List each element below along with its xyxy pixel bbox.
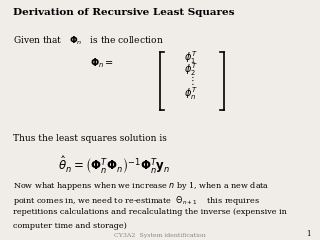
Text: CY3A2  System identification: CY3A2 System identification xyxy=(114,233,206,238)
Text: $\vdots$: $\vdots$ xyxy=(187,74,194,87)
Text: point comes in, we need to re-estimate  $\Theta_{n+1}$    this requires: point comes in, we need to re-estimate $… xyxy=(13,194,260,207)
Text: $\phi_n^T$: $\phi_n^T$ xyxy=(183,85,197,102)
Text: Derivation of Recursive Least Squares: Derivation of Recursive Least Squares xyxy=(13,8,234,18)
Text: $\mathbf{\Phi}_{n} =$: $\mathbf{\Phi}_{n} =$ xyxy=(90,57,114,71)
Text: computer time and storage): computer time and storage) xyxy=(13,222,127,229)
Text: $\hat{\theta}_{n} = \left(\mathbf{\Phi}_{n}^{T}\mathbf{\Phi}_{n}\right)^{-1}\mat: $\hat{\theta}_{n} = \left(\mathbf{\Phi}_… xyxy=(58,155,170,176)
Text: 1: 1 xyxy=(306,230,310,238)
Text: Now what happens when we increase $n$ by 1, when a new data: Now what happens when we increase $n$ by… xyxy=(13,180,269,192)
Text: Given that   $\mathbf{\Phi}_{n}$   is the collection: Given that $\mathbf{\Phi}_{n}$ is the co… xyxy=(13,35,164,47)
Text: $\phi_1^T$: $\phi_1^T$ xyxy=(183,49,197,66)
Text: $\phi_2^T$: $\phi_2^T$ xyxy=(183,61,197,78)
Text: Thus the least squares solution is: Thus the least squares solution is xyxy=(13,134,167,144)
Text: repetitions calculations and recalculating the inverse (expensive in: repetitions calculations and recalculati… xyxy=(13,208,287,216)
